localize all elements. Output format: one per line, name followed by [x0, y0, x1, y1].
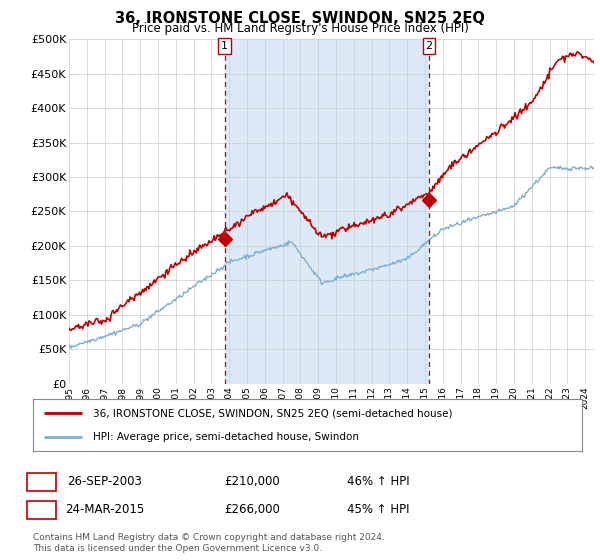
Text: HPI: Average price, semi-detached house, Swindon: HPI: Average price, semi-detached house,… [94, 432, 359, 442]
Text: Price paid vs. HM Land Registry's House Price Index (HPI): Price paid vs. HM Land Registry's House … [131, 22, 469, 35]
Text: 2: 2 [425, 41, 433, 51]
Text: Contains HM Land Registry data © Crown copyright and database right 2024.
This d: Contains HM Land Registry data © Crown c… [33, 533, 385, 553]
Text: 2: 2 [38, 503, 45, 516]
Text: 24-MAR-2015: 24-MAR-2015 [65, 503, 145, 516]
Text: 36, IRONSTONE CLOSE, SWINDON, SN25 2EQ (semi-detached house): 36, IRONSTONE CLOSE, SWINDON, SN25 2EQ (… [94, 408, 453, 418]
Text: 26-SEP-2003: 26-SEP-2003 [68, 475, 142, 488]
Text: 46% ↑ HPI: 46% ↑ HPI [347, 475, 409, 488]
Text: £266,000: £266,000 [224, 503, 280, 516]
Text: 1: 1 [221, 41, 228, 51]
Text: £210,000: £210,000 [224, 475, 280, 488]
Text: 36, IRONSTONE CLOSE, SWINDON, SN25 2EQ: 36, IRONSTONE CLOSE, SWINDON, SN25 2EQ [115, 11, 485, 26]
Text: 45% ↑ HPI: 45% ↑ HPI [347, 503, 409, 516]
Text: 1: 1 [38, 475, 45, 488]
Bar [224, 39, 429, 384]
